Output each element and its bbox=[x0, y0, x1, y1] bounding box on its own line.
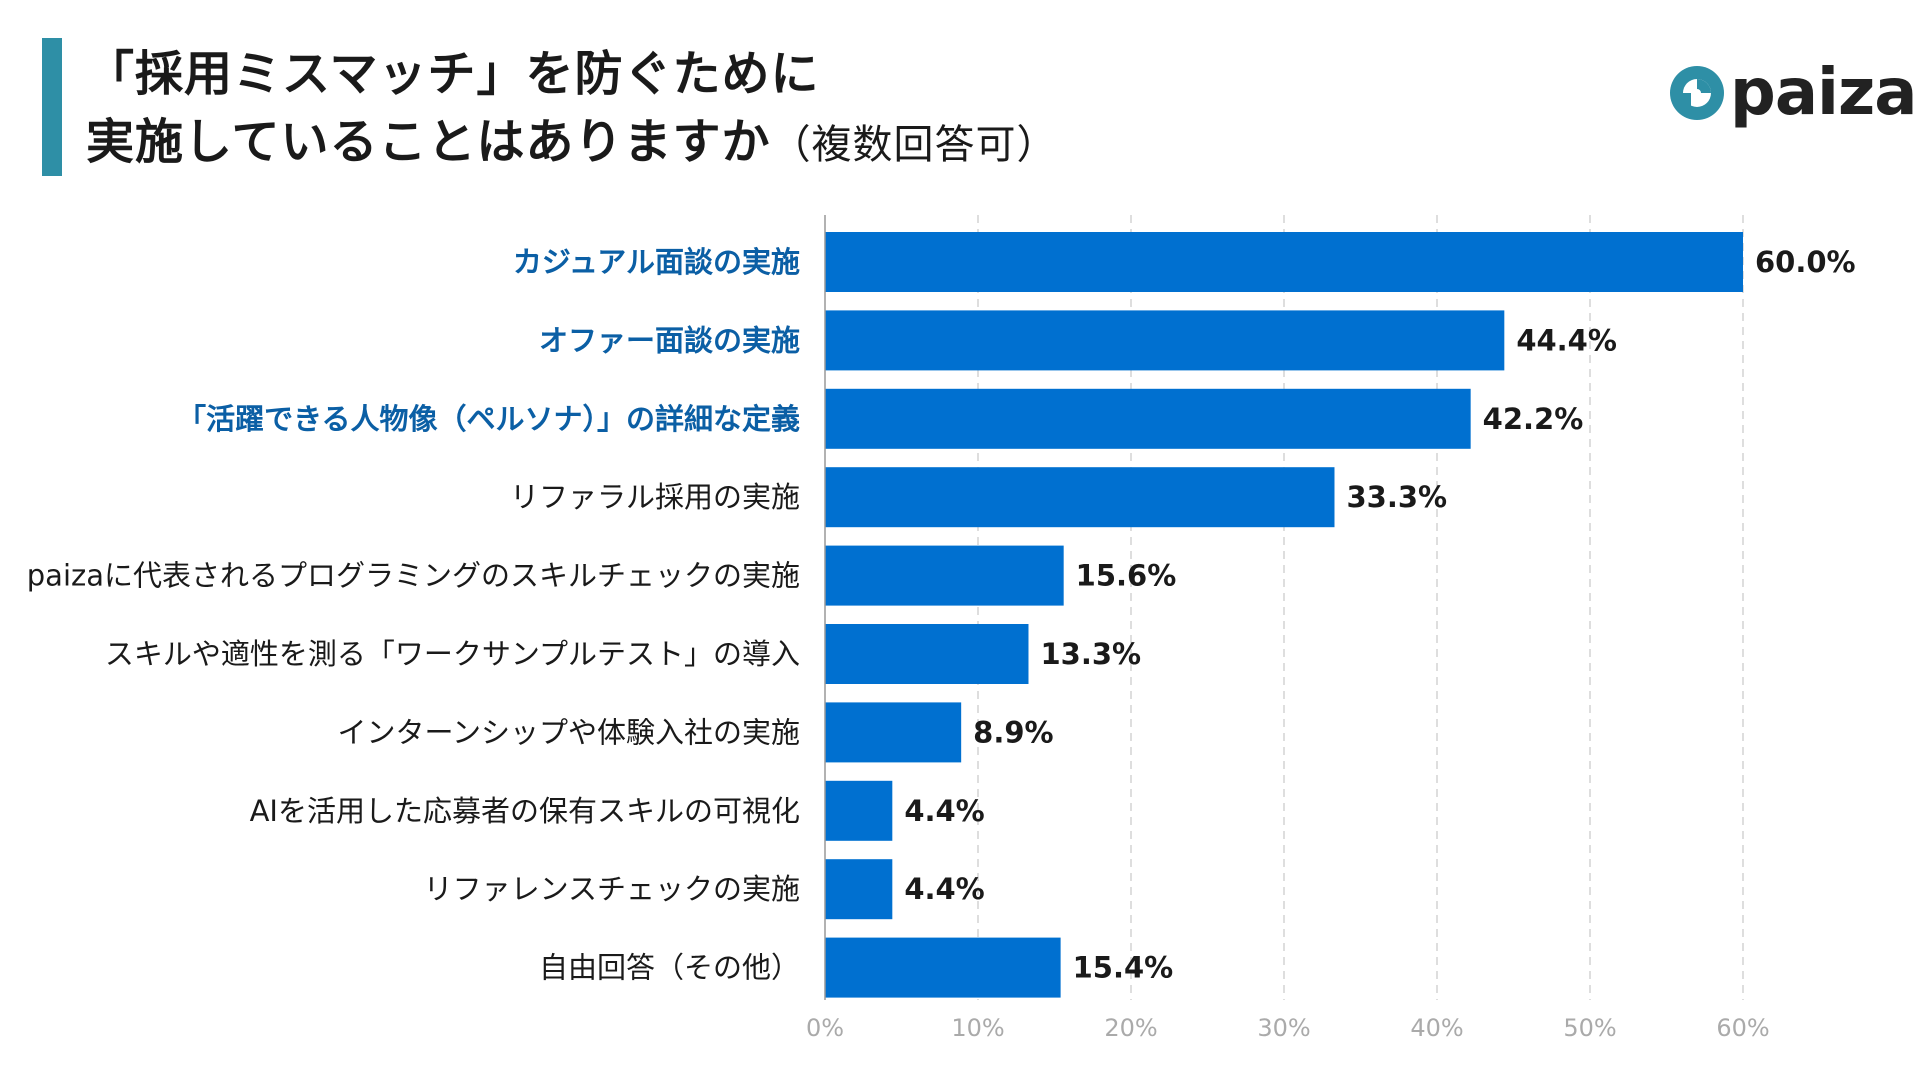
bar bbox=[825, 624, 1029, 684]
logo-text: paiza bbox=[1730, 56, 1917, 130]
bar bbox=[825, 467, 1335, 528]
category-label: インターンシップや体験入社の実施 bbox=[337, 715, 800, 749]
category-label: 自由回答（その他） bbox=[539, 951, 800, 985]
category-label: リファレンスチェックの実施 bbox=[424, 872, 800, 906]
x-tick-label: 10% bbox=[951, 1014, 1004, 1042]
value-label: 4.4% bbox=[904, 872, 984, 906]
category-label: AIを活用した応募者の保有スキルの可視化 bbox=[250, 794, 800, 828]
value-label: 13.3% bbox=[1040, 637, 1141, 671]
value-label: 60.0% bbox=[1755, 245, 1856, 279]
label-layer: カジュアル面談の実施 60.0% オファー面談の実施 44.4% 「活躍できる人物像（ペ… bbox=[27, 245, 1856, 985]
bar bbox=[825, 310, 1505, 371]
bar bbox=[825, 780, 893, 841]
title-suffix: （複数回答可） bbox=[770, 122, 1058, 168]
bar-layer bbox=[825, 232, 1743, 998]
chart-title: 「採用ミスマッチ」を防ぐために 実施していることはありますか（複数回答可） bbox=[86, 40, 1286, 179]
x-tick-label: 20% bbox=[1104, 1014, 1157, 1042]
x-tick-label: 60% bbox=[1716, 1014, 1769, 1042]
paiza-logo-icon bbox=[1670, 66, 1724, 120]
value-label: 42.2% bbox=[1483, 402, 1584, 436]
x-tick-label: 0% bbox=[806, 1014, 844, 1042]
value-label: 4.4% bbox=[904, 794, 984, 828]
category-label: カジュアル面談の実施 bbox=[513, 245, 800, 279]
x-tick-label: 40% bbox=[1410, 1014, 1463, 1042]
bar bbox=[825, 545, 1064, 606]
bar bbox=[825, 859, 893, 920]
x-tick-label: 30% bbox=[1257, 1014, 1310, 1042]
x-tick-label: 50% bbox=[1563, 1014, 1616, 1042]
paiza-logo: paiza bbox=[1668, 56, 1917, 130]
value-label: 33.3% bbox=[1346, 480, 1447, 514]
axis-layer: 0% 10% 20% 30% 40% 50% 60% bbox=[806, 215, 1770, 1042]
category-label: 「活躍できる人物像（ペルソナ）」の詳細な定義 bbox=[177, 402, 800, 436]
title-accent-bar bbox=[42, 38, 62, 176]
category-label: リファラル採用の実施 bbox=[510, 480, 800, 514]
bar bbox=[825, 702, 962, 763]
category-label: オファー面談の実施 bbox=[539, 323, 800, 357]
value-label: 44.4% bbox=[1516, 323, 1617, 357]
bar bbox=[825, 937, 1061, 998]
bar bbox=[825, 232, 1743, 292]
title-line-2-main: 実施していることはありますか bbox=[86, 114, 771, 170]
category-label: スキルや適性を測る「ワークサンプルテスト」の導入 bbox=[105, 637, 800, 671]
title-line-1: 「採用ミスマッチ」を防ぐために bbox=[86, 46, 820, 102]
category-label: paizaに代表されるプログラミングのスキルチェックの実施 bbox=[27, 559, 800, 593]
title-line-2: 実施していることはありますか（複数回答可） bbox=[86, 108, 1286, 179]
value-label: 8.9% bbox=[973, 715, 1053, 749]
value-label: 15.4% bbox=[1073, 951, 1174, 985]
value-label: 15.6% bbox=[1076, 559, 1177, 593]
bar bbox=[825, 388, 1471, 449]
